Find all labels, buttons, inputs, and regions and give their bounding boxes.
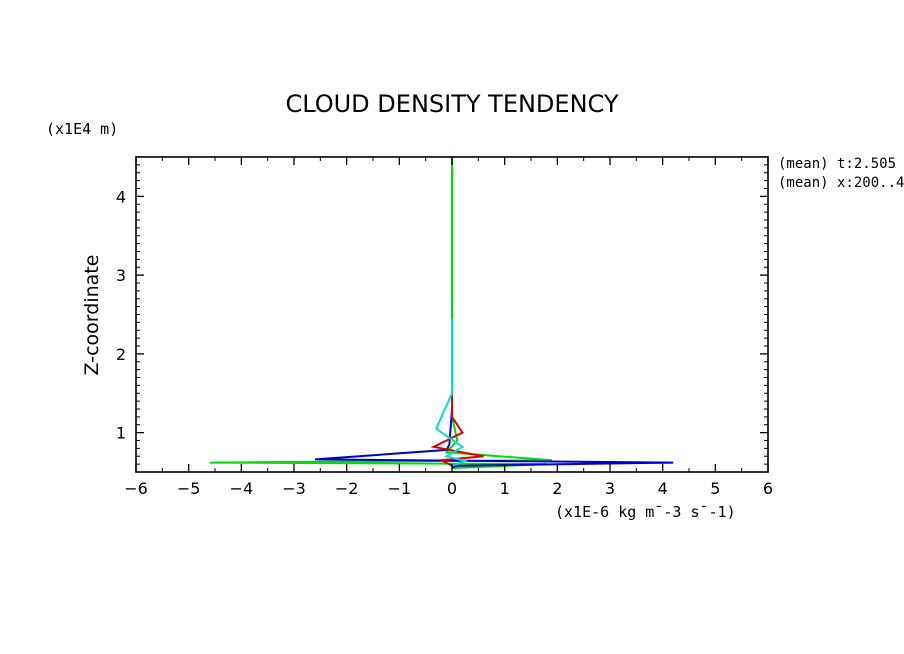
x-tick-label: −6 [124, 479, 148, 498]
x-tick-label: 0 [447, 479, 457, 498]
series-layer [209, 157, 674, 470]
x-tick-label: 1 [500, 479, 510, 498]
x-tick-label: −4 [230, 479, 254, 498]
series-line-3 [430, 361, 484, 467]
plot-frame [135, 156, 769, 473]
y-tick-label: 3 [116, 266, 126, 285]
chart-title: CLOUD DENSITY TENDENCY [285, 90, 618, 118]
x-tick-label: 6 [763, 479, 773, 498]
x-tick-label: 4 [658, 479, 668, 498]
y-tick-label: 4 [116, 187, 126, 206]
x-tick-label: 2 [552, 479, 562, 498]
x-tick-label: 5 [710, 479, 720, 498]
y-axis-label: Z-coordinate [81, 255, 103, 376]
y-tick-label: 2 [116, 345, 126, 364]
y-unit-label: (x1E4 m) [46, 120, 118, 138]
x-tick-label: −3 [282, 479, 306, 498]
x-tick-label: 3 [605, 479, 615, 498]
annotation-time-mean: (mean) t:2.505 [778, 156, 896, 172]
ticks-layer: −6 −5 −4 −3 −2 −1 0 1 2 3 4 5 6 1 2 3 4 [116, 156, 773, 498]
series-line-4 [434, 318, 469, 467]
x-axis-label: (x1E-6 kg m¯-3 s¯-1) [555, 503, 736, 521]
x-tick-label: −1 [388, 479, 412, 498]
series-line-2 [315, 408, 674, 469]
x-tick-label: −2 [335, 479, 359, 498]
series-line-1 [209, 157, 553, 470]
x-tick-label: −5 [177, 479, 201, 498]
y-tick-label: 1 [116, 424, 126, 443]
annotation-x-mean: (mean) x:200..4 [778, 175, 904, 191]
